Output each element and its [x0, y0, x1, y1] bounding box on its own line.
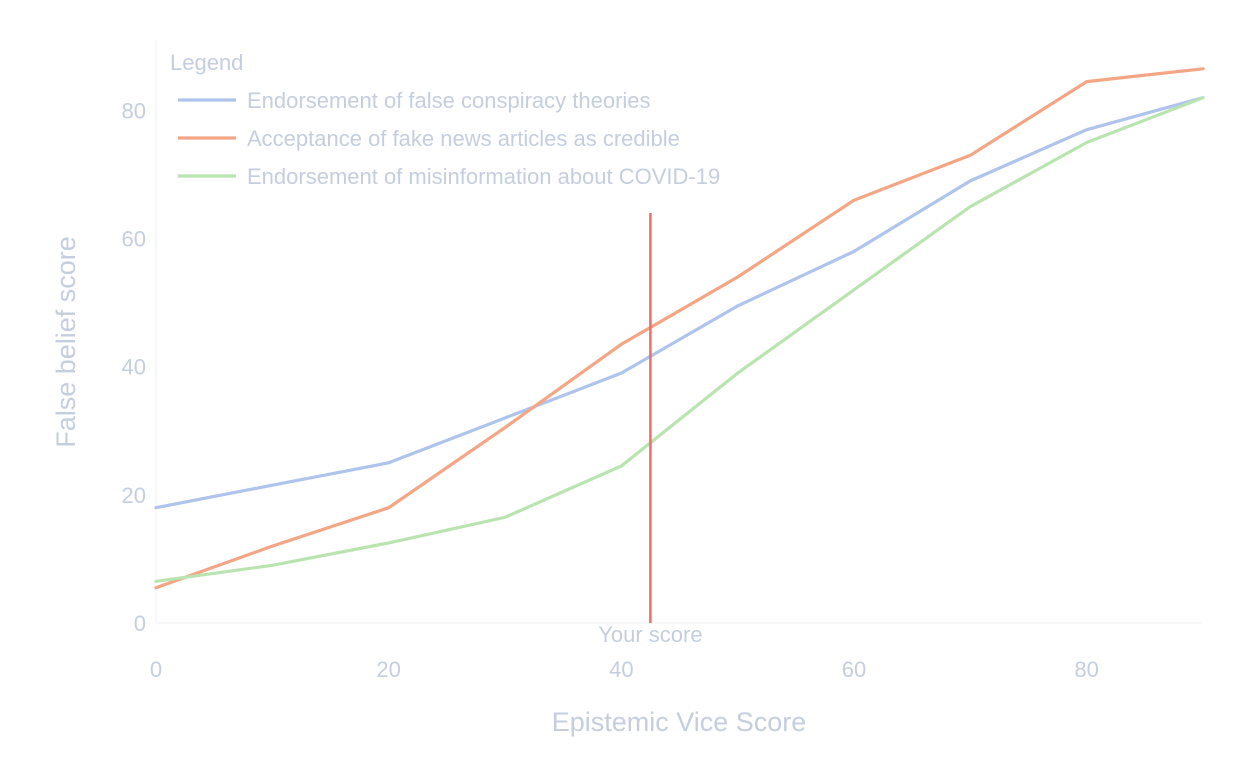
x-tick-label: 40	[609, 657, 633, 682]
x-tick-label: 20	[376, 657, 400, 682]
axes	[155, 40, 1203, 624]
score-marker: Your score	[598, 212, 703, 647]
y-tick-label: 80	[122, 98, 146, 123]
x-tick-label: 80	[1074, 657, 1098, 682]
series-line-1	[154, 96, 1205, 510]
x-axis-title: Epistemic Vice Score	[552, 707, 807, 737]
y-tick-label: 60	[122, 227, 146, 252]
series-lines	[154, 67, 1205, 590]
your-score-label: Your score	[598, 622, 702, 647]
legend[interactable]: Legend Endorsement of false conspiracy t…	[170, 50, 720, 189]
y-axis-title: False belief score	[51, 236, 81, 448]
legend-label-3[interactable]: Endorsement of misinformation about COVI…	[247, 164, 720, 189]
x-tick-label: 0	[150, 657, 162, 682]
legend-label-2[interactable]: Acceptance of fake news articles as cred…	[247, 126, 680, 151]
x-tick-labels: 0 20 40 60 80	[150, 657, 1099, 682]
y-tick-labels: 0 20 40 60 80	[122, 98, 146, 636]
y-tick-label: 40	[122, 355, 146, 380]
series-line-3	[154, 96, 1205, 583]
y-tick-label: 20	[122, 483, 146, 508]
series-line-2	[154, 67, 1205, 590]
y-tick-label: 0	[134, 611, 146, 636]
legend-label-1[interactable]: Endorsement of false conspiracy theories	[247, 88, 651, 113]
legend-title: Legend	[170, 50, 243, 75]
x-tick-label: 60	[842, 657, 866, 682]
